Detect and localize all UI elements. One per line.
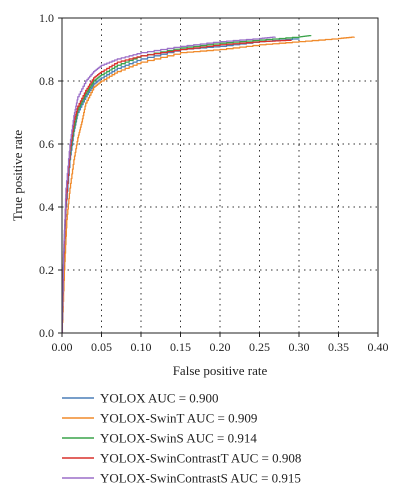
legend-label-yolox-swincontrastt: YOLOX-SwinContrastT AUC = 0.908 <box>100 451 301 466</box>
x-tick-label: 0.10 <box>131 340 152 354</box>
x-tick-labels: 0.00 0.05 0.10 0.15 0.20 0.25 0.30 0.35 0.40 <box>52 333 389 354</box>
series-line-yolox-swincontrasts <box>61 36 276 334</box>
plot-frame <box>61 17 379 334</box>
x-tick-label: 0.20 <box>210 340 231 354</box>
y-tick-label: 1.0 <box>39 11 54 25</box>
x-tick-label: 0.25 <box>249 340 270 354</box>
legend: YOLOX AUC = 0.900 YOLOX-SwinT AUC = 0.909… <box>62 391 301 486</box>
y-tick-label: 0.4 <box>39 200 54 214</box>
x-tick-label: 0.40 <box>368 340 389 354</box>
legend-label-yolox-swint: YOLOX-SwinT AUC = 0.909 <box>100 411 257 426</box>
x-axis-label: False positive rate <box>173 363 268 378</box>
x-tick-label: 0.00 <box>52 340 73 354</box>
grid-lines <box>62 18 378 333</box>
x-tick-label: 0.35 <box>328 340 349 354</box>
series-line-yolox-swincontrastt <box>61 39 292 334</box>
y-tick-label: 0.2 <box>39 263 54 277</box>
y-tick-labels: 0.0 0.2 0.4 0.6 0.8 1.0 <box>39 11 62 340</box>
x-tick-label: 0.15 <box>170 340 191 354</box>
x-tick-label: 0.05 <box>91 340 112 354</box>
legend-label-yolox-swins: YOLOX-SwinS AUC = 0.914 <box>100 431 257 446</box>
series-lines <box>61 34 355 334</box>
series-line-yolox-swint <box>61 36 355 334</box>
x-tick-label: 0.30 <box>289 340 310 354</box>
y-tick-label: 0.6 <box>39 137 54 151</box>
y-axis-label: True positive rate <box>10 130 25 221</box>
y-tick-label: 0.0 <box>39 326 54 340</box>
legend-label-yolox-swincontrasts: YOLOX-SwinContrastS AUC = 0.915 <box>100 471 301 486</box>
y-tick-label: 0.8 <box>39 74 54 88</box>
legend-label-yolox: YOLOX AUC = 0.900 <box>100 391 219 406</box>
